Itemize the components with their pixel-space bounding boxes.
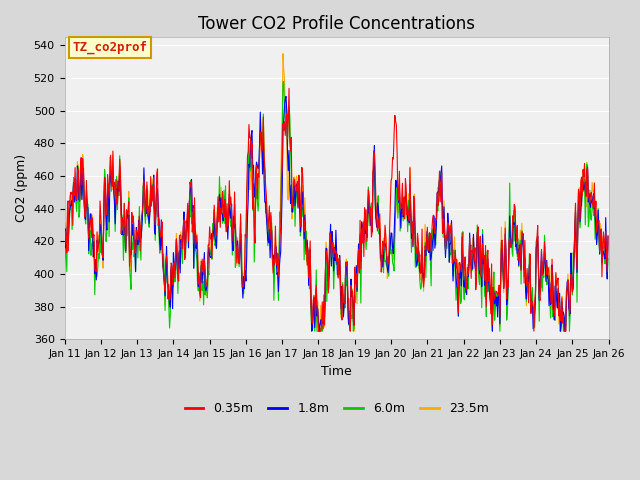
- Text: TZ_co2prof: TZ_co2prof: [73, 41, 148, 54]
- Legend: 0.35m, 1.8m, 6.0m, 23.5m: 0.35m, 1.8m, 6.0m, 23.5m: [180, 397, 493, 420]
- Y-axis label: CO2 (ppm): CO2 (ppm): [15, 154, 28, 222]
- X-axis label: Time: Time: [321, 365, 352, 378]
- Title: Tower CO2 Profile Concentrations: Tower CO2 Profile Concentrations: [198, 15, 475, 33]
